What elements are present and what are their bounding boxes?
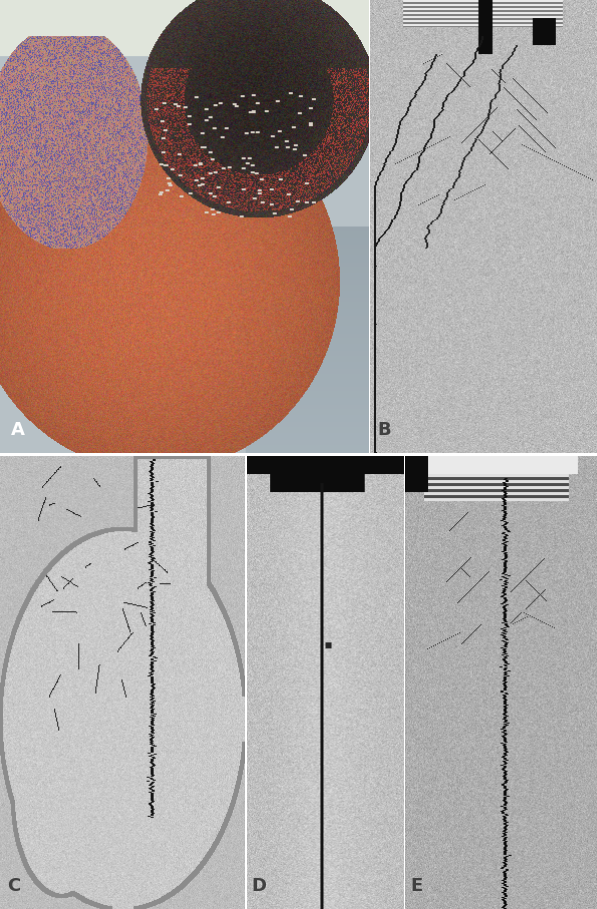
Text: E: E: [411, 877, 423, 895]
Text: A: A: [11, 421, 25, 439]
Text: D: D: [251, 877, 266, 895]
Text: B: B: [377, 421, 390, 439]
Text: C: C: [7, 877, 20, 895]
